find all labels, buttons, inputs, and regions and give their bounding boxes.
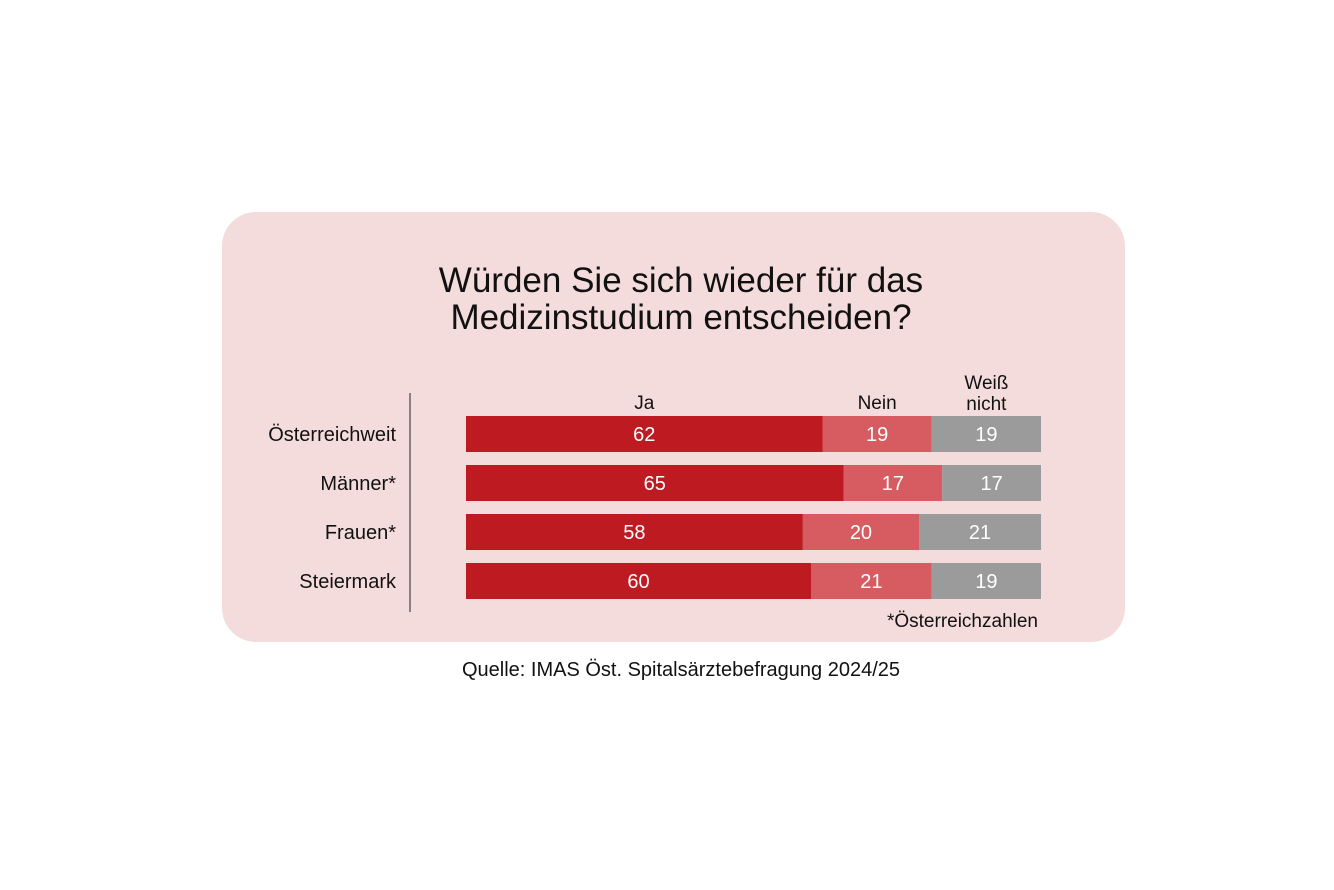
bar-segment-weiss-nicht [942,465,1041,501]
chart-source: Quelle: IMAS Öst. Spitalsärztebefragung … [461,659,901,681]
bar-value-label: 65 [644,473,666,495]
bar-value-label: 21 [860,571,882,593]
category-label: Männer* [320,473,396,495]
bar-value-label: 17 [882,473,904,495]
legend-label: Ja [634,393,655,414]
bar-segment-nein [811,563,932,599]
bar-segment-ja [466,416,823,452]
category-label: Frauen* [325,522,396,544]
bar-segment-nein [822,416,932,452]
legend-label: Weiß nicht [964,373,1008,415]
bar-segment-ja [466,563,811,599]
bar-value-label: 21 [969,522,991,544]
bar-value-label: 19 [975,571,997,593]
bar-segment-weiss-nicht [931,563,1041,599]
bar-segment-nein [802,514,920,550]
bar-segment-weiss-nicht [919,514,1041,550]
bar-value-label: 17 [981,473,1003,495]
chart-title-line-2: Medizinstudium entscheiden? [450,298,912,337]
chart-title: Würden Sie sich wieder für das Medizinst… [222,262,1140,336]
bar-value-label: 62 [633,424,655,446]
bar-value-label: 19 [866,424,888,446]
chart-title-line-1: Würden Sie sich wieder für das [438,261,924,300]
bar-value-label: 20 [850,522,872,544]
chart-footnote: *Österreichzahlen [886,611,1038,632]
bar-value-label: 60 [627,571,649,593]
bar-segment-ja [466,465,844,501]
category-label: Österreichweit [268,424,396,446]
bar-value-label: 58 [623,522,645,544]
bar-segment-weiss-nicht [931,416,1041,452]
legend-label: Nein [858,393,897,414]
bar-segment-nein [843,465,943,501]
bar-segment-ja [466,514,803,550]
category-label: Steiermark [299,571,397,593]
bar-value-label: 19 [975,424,997,446]
